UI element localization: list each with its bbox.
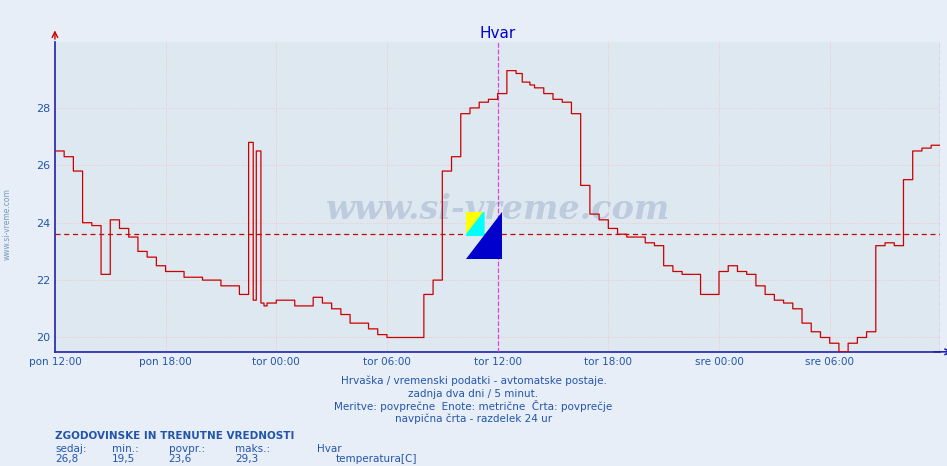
Text: maks.:: maks.: (235, 444, 270, 454)
Text: min.:: min.: (112, 444, 138, 454)
Text: Hvar: Hvar (317, 444, 342, 454)
Title: Hvar: Hvar (479, 26, 516, 41)
Text: 29,3: 29,3 (235, 454, 259, 464)
Text: www.si-vreme.com: www.si-vreme.com (3, 188, 12, 260)
Text: zadnja dva dni / 5 minut.: zadnja dva dni / 5 minut. (408, 389, 539, 399)
Text: povpr.:: povpr.: (169, 444, 205, 454)
Text: 19,5: 19,5 (112, 454, 135, 464)
Text: 26,8: 26,8 (55, 454, 79, 464)
Text: sedaj:: sedaj: (55, 444, 86, 454)
Text: navpična črta - razdelek 24 ur: navpična črta - razdelek 24 ur (395, 414, 552, 424)
Polygon shape (466, 212, 484, 235)
Text: Meritve: povprečne  Enote: metrične  Črta: povprečje: Meritve: povprečne Enote: metrične Črta:… (334, 400, 613, 411)
Text: www.si-vreme.com: www.si-vreme.com (326, 193, 670, 226)
Polygon shape (466, 212, 484, 235)
Text: Hrvaška / vremenski podatki - avtomatske postaje.: Hrvaška / vremenski podatki - avtomatske… (341, 376, 606, 386)
Text: 23,6: 23,6 (169, 454, 192, 464)
Text: temperatura[C]: temperatura[C] (335, 454, 417, 464)
Polygon shape (466, 212, 502, 259)
Text: ZGODOVINSKE IN TRENUTNE VREDNOSTI: ZGODOVINSKE IN TRENUTNE VREDNOSTI (55, 431, 295, 441)
